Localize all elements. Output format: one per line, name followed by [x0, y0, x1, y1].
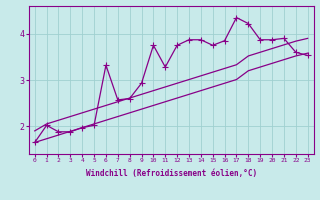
X-axis label: Windchill (Refroidissement éolien,°C): Windchill (Refroidissement éolien,°C) — [86, 169, 257, 178]
